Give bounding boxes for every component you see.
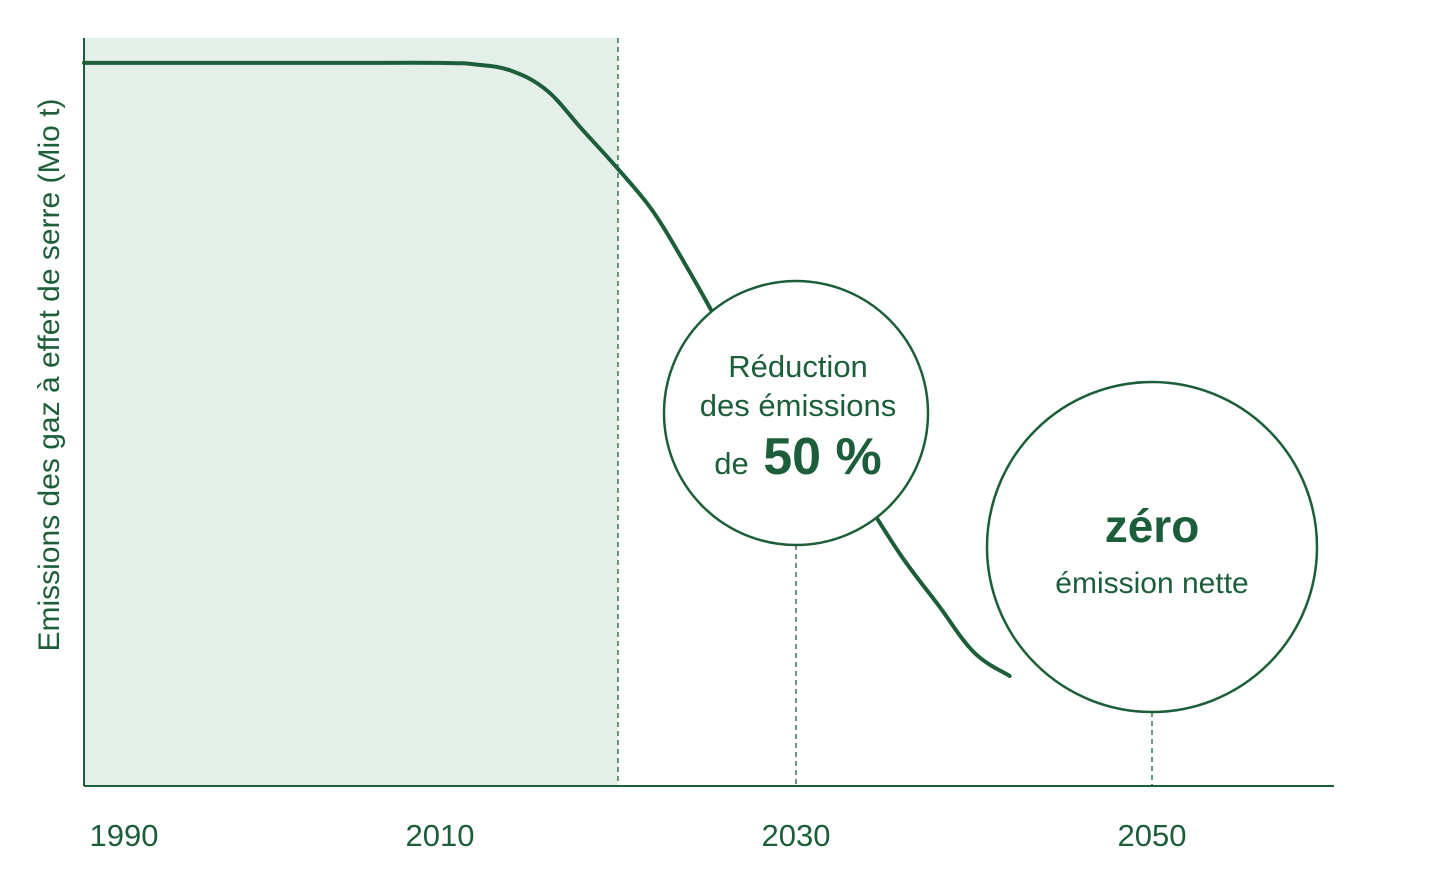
zero-highlight: zéro [1105,500,1200,552]
series-line-1 [82,60,763,395]
x-tick-label-2030: 2030 [762,818,831,853]
reduction-circle [662,279,930,547]
reduction-line3: de 50 % [714,428,881,486]
x-tick-label-1990: 1990 [90,818,159,853]
reduction-prefix: de [714,446,748,481]
y-axis-label: Emissions des gaz à effet de serre (Mio … [33,98,66,651]
x-tick-label-2050: 2050 [1118,818,1187,853]
x-tick-labels: 1990 2010 2030 2050 [90,818,1187,853]
reduction-line2: des émissions [700,388,896,423]
reduction-line1: Réduction [728,349,868,384]
reference-lines [617,38,1153,786]
zero-circle [985,380,1319,714]
zero-annotation: zéro émission nette [985,380,1319,714]
x-tick-label-2010: 2010 [406,818,475,853]
history-shading [84,38,618,786]
reduction-annotation: Réduction des émissions de 50 % [662,279,930,547]
zero-line2: émission nette [1055,567,1248,600]
reduction-percent: 50 % [763,428,882,486]
